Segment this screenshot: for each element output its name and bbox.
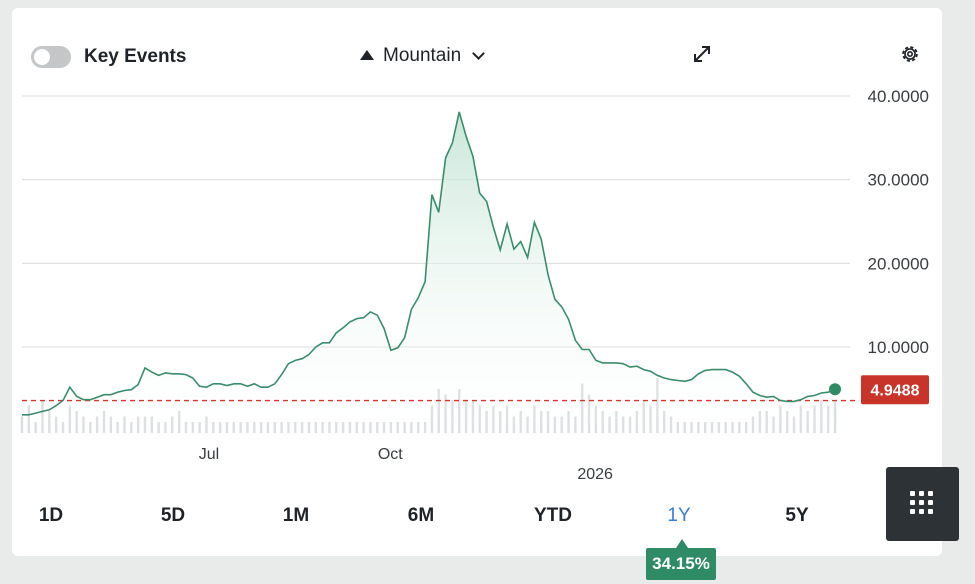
grid-dot xyxy=(910,491,915,496)
chart-type-dropdown[interactable]: Mountain xyxy=(360,44,486,68)
grid-dot xyxy=(919,491,924,496)
key-events-label: Key Events xyxy=(84,46,187,67)
grid-menu-button[interactable] xyxy=(886,467,959,541)
y-axis: 40.0000 30.0000 20.0000 10.0000 xyxy=(868,87,929,357)
grid-dot xyxy=(928,500,933,505)
y-tick-label: 30.0000 xyxy=(868,171,929,190)
grid-dot xyxy=(928,509,933,514)
toggle-knob xyxy=(34,49,50,65)
x-axis: Jul Oct 2026 xyxy=(199,446,613,483)
range-button-6m[interactable]: 6M xyxy=(407,505,435,526)
x-tick-label: Jul xyxy=(199,446,219,463)
last-price-dot[interactable] xyxy=(829,383,841,396)
current-price-badge: 4.9488 xyxy=(861,375,929,405)
range-button-1y[interactable]: 1Y xyxy=(667,505,691,526)
range-button-ytd[interactable]: YTD xyxy=(534,505,572,526)
range-button-5y[interactable]: 5Y xyxy=(785,505,809,526)
grid-dot xyxy=(910,500,915,505)
grid-icon xyxy=(910,491,936,517)
grid-dot xyxy=(919,500,924,505)
chart-type-label: Mountain xyxy=(383,45,462,66)
key-events-toggle[interactable] xyxy=(31,46,71,68)
y-tick-label: 20.0000 xyxy=(868,254,929,273)
grid-dot xyxy=(910,509,915,514)
range-button-1d[interactable]: 1D xyxy=(38,505,64,526)
time-range-bar: 1D 5D 1M 6M YTD 1Y 5Y xyxy=(0,505,930,539)
chart-toolbar: Key Events Mountain xyxy=(12,8,942,78)
mountain-icon xyxy=(360,50,374,60)
change-badge-caret xyxy=(676,539,688,548)
x-tick-label: Oct xyxy=(378,446,403,463)
change-percent-badge: 34.15% xyxy=(646,548,716,580)
grid-dot xyxy=(928,491,933,496)
y-tick-label: 40.0000 xyxy=(868,87,929,106)
range-button-1m[interactable]: 1M xyxy=(282,505,310,526)
price-line xyxy=(22,111,836,416)
grid-dot xyxy=(919,509,924,514)
range-button-5d[interactable]: 5D xyxy=(160,505,186,526)
y-tick-label: 10.0000 xyxy=(868,338,929,357)
x-tick-label: 2026 xyxy=(577,466,613,483)
expand-icon[interactable] xyxy=(692,44,712,64)
price-area xyxy=(22,111,835,434)
gear-icon[interactable] xyxy=(899,43,921,65)
current-price-label: 4.9488 xyxy=(871,382,920,399)
